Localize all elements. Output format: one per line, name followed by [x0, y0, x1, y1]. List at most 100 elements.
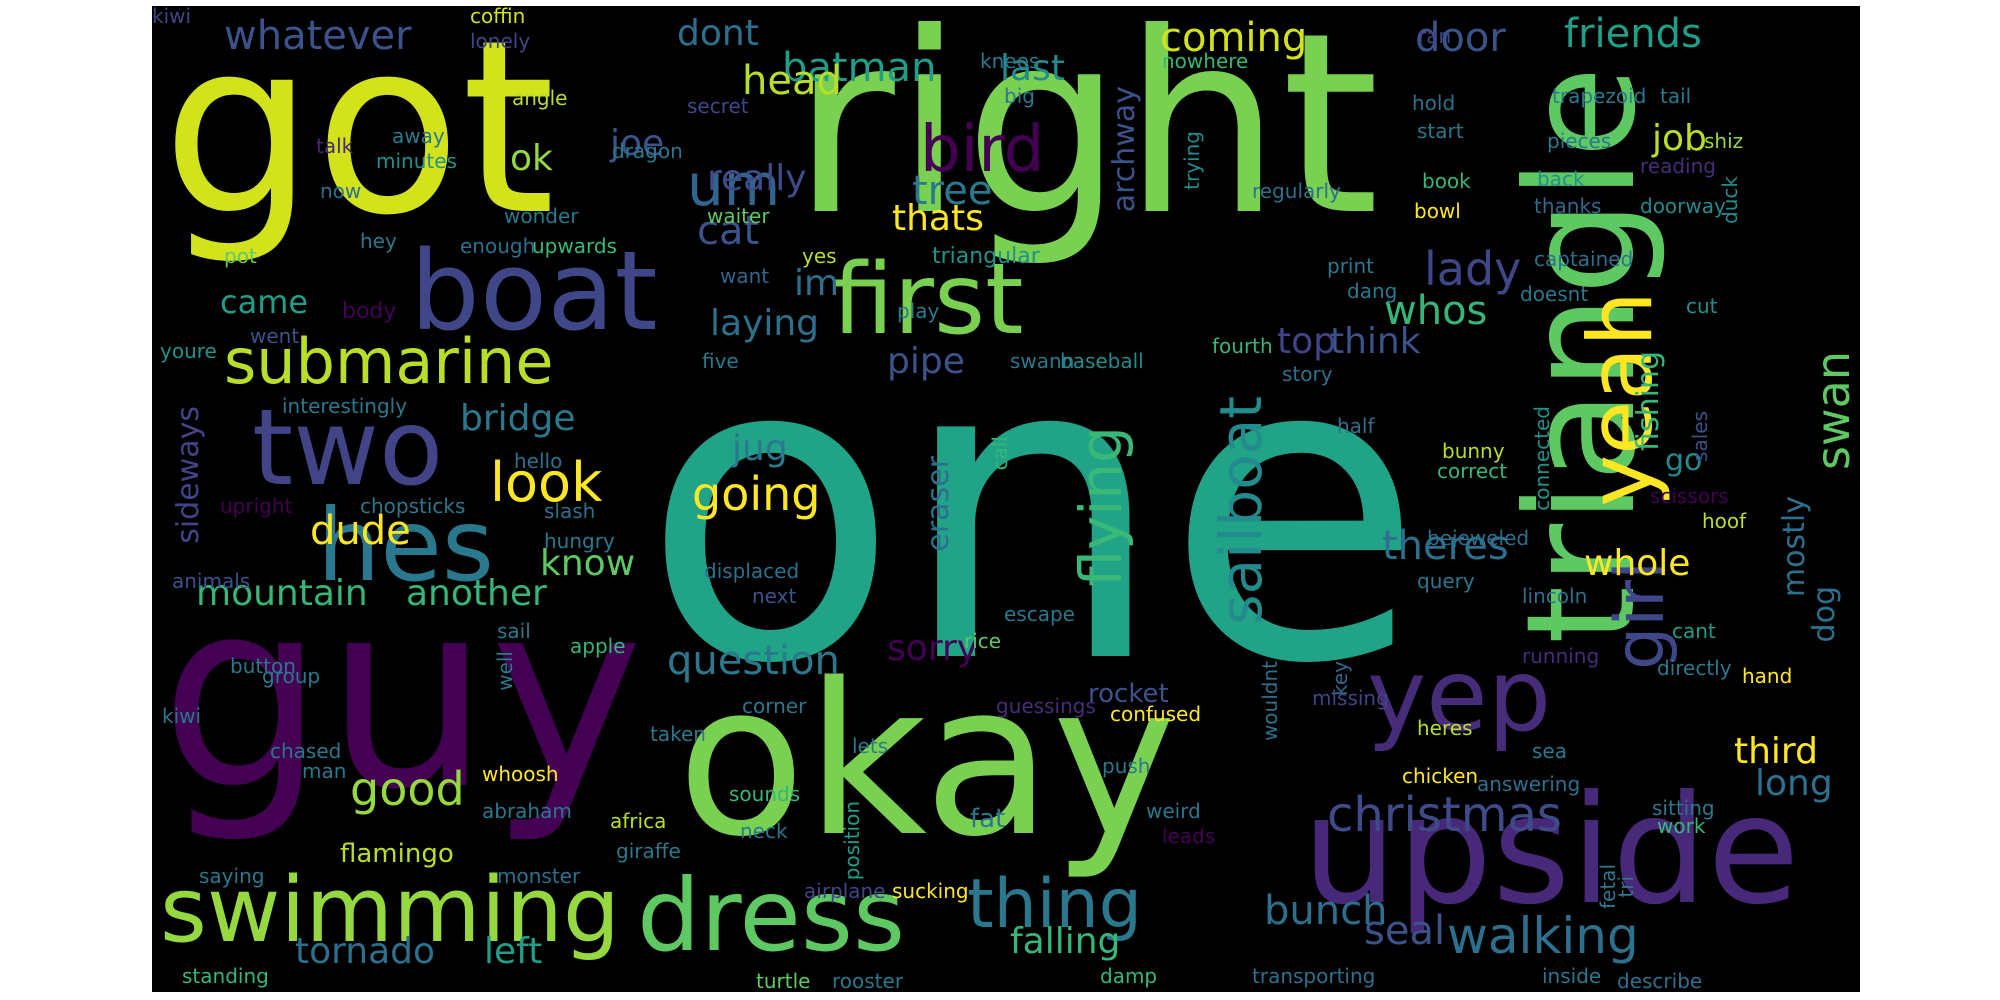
word-last: last	[1000, 48, 1065, 89]
word-position: position	[840, 801, 864, 881]
word-kiwi: kiwi	[152, 6, 192, 28]
word-kiwi: kiwi	[162, 704, 202, 728]
word-batman: batman	[782, 45, 937, 91]
word-well: well	[493, 651, 517, 691]
word-theres: theres	[1382, 523, 1509, 569]
word-ran: ran	[1418, 24, 1452, 48]
word-pipe: pipe	[887, 341, 965, 382]
word-missing: missing	[1312, 686, 1389, 710]
word-flying: flying	[1067, 426, 1135, 587]
word-story: story	[1282, 362, 1333, 386]
word-flamingo: flamingo	[340, 839, 454, 869]
word-trying: trying	[1180, 131, 1204, 190]
word-thats: thats	[892, 198, 984, 239]
word-first: first	[832, 243, 1024, 357]
word-call: call	[988, 436, 1012, 471]
word-um: um	[687, 151, 781, 219]
word-dress: dress	[637, 857, 906, 974]
word-damp: damp	[1100, 964, 1158, 988]
word-seal: seal	[1364, 908, 1446, 954]
word-long: long	[1755, 763, 1833, 804]
word-button: button	[230, 654, 296, 678]
word-hoof: hoof	[1702, 509, 1747, 533]
word-laying: laying	[710, 303, 820, 344]
word-away: away	[392, 124, 445, 148]
word-monster: monster	[497, 864, 581, 888]
word-book: book	[1422, 169, 1471, 193]
word-displaced: displaced	[704, 559, 800, 583]
word-doorway: doorway	[1640, 194, 1726, 218]
word-talk: talk	[316, 134, 354, 158]
word-reading: reading	[1640, 154, 1716, 178]
word-sideways: sideways	[171, 406, 206, 544]
word-man: man	[302, 759, 347, 783]
word-swan: swan	[1806, 351, 1860, 470]
word-cat: cat	[697, 208, 760, 254]
word-rooster: rooster	[832, 969, 904, 992]
word-think: think	[1330, 321, 1421, 362]
word-enough: enough	[460, 234, 536, 258]
word-now: now	[320, 179, 362, 203]
word-query: query	[1417, 569, 1475, 593]
word-coffin: coffin	[470, 6, 526, 28]
word-print: print	[1327, 254, 1374, 278]
word-coming: coming	[1160, 15, 1308, 61]
word-dont: dont	[677, 13, 759, 54]
word-scissors: scissors	[1650, 484, 1729, 508]
word-thanks: thanks	[1534, 194, 1602, 218]
word-went: went	[250, 324, 300, 348]
word-waiter: waiter	[707, 204, 770, 228]
word-really: really	[707, 158, 807, 199]
word-saying: saying	[199, 864, 265, 888]
word-hello: hello	[514, 449, 563, 473]
word-standing: standing	[182, 964, 269, 988]
word-mountain: mountain	[196, 573, 368, 614]
word-sales: sales	[1688, 411, 1712, 462]
word-youre: youre	[160, 339, 217, 363]
word-pot: pot	[224, 244, 257, 268]
word-mostly: mostly	[1777, 496, 1812, 598]
word-slash: slash	[544, 499, 596, 523]
word-third: third	[1734, 731, 1818, 772]
word-minutes: minutes	[376, 149, 457, 173]
word-group: group	[262, 664, 321, 688]
word-bunny: bunny	[1442, 439, 1505, 463]
word-dang: dang	[1347, 279, 1398, 303]
word-abraham: abraham	[482, 799, 572, 823]
word-hey: hey	[360, 229, 397, 253]
word-head: head	[742, 58, 842, 104]
word-upwards: upwards	[532, 234, 617, 258]
word-ok: ok	[510, 138, 553, 179]
word-next: next	[752, 584, 797, 608]
word-eraser: eraser	[921, 456, 956, 552]
word-taken: taken	[650, 722, 706, 746]
word-directly: directly	[1657, 656, 1732, 680]
word-sail: sail	[497, 619, 531, 643]
word-fat: fat	[970, 804, 1006, 834]
word-big: big	[1004, 84, 1035, 108]
word-whole: whole	[1584, 543, 1691, 584]
word-five: five	[702, 349, 739, 373]
word-bejeweled: bejeweled	[1427, 526, 1530, 550]
word-swimming: swimming	[160, 858, 621, 963]
word-go: go	[1665, 443, 1703, 478]
word-wouldnt: wouldnt	[1258, 661, 1282, 742]
word-transporting: transporting	[1252, 964, 1376, 988]
word-fourth: fourth	[1212, 334, 1273, 358]
word-submarine: submarine	[224, 325, 554, 398]
word-tri: tri	[1614, 876, 1638, 898]
word-bird: bird	[920, 113, 1045, 187]
word-knees: knees	[980, 49, 1040, 73]
word-thing: thing	[967, 865, 1142, 944]
word-leads: leads	[1162, 824, 1216, 848]
word-friends: friends	[1564, 11, 1702, 57]
word-top: top	[1277, 321, 1336, 362]
word-correct: correct	[1437, 459, 1508, 483]
word-animals: animals	[172, 569, 251, 593]
word-start: start	[1417, 119, 1464, 143]
word-guy: guy	[160, 545, 644, 847]
word-chopsticks: chopsticks	[360, 494, 466, 518]
word-triangular: triangular	[932, 244, 1040, 269]
word-baseball: baseball	[1060, 349, 1144, 373]
word-cloud: one right got guy okay upside tri angle boat firs…	[152, 6, 1860, 992]
